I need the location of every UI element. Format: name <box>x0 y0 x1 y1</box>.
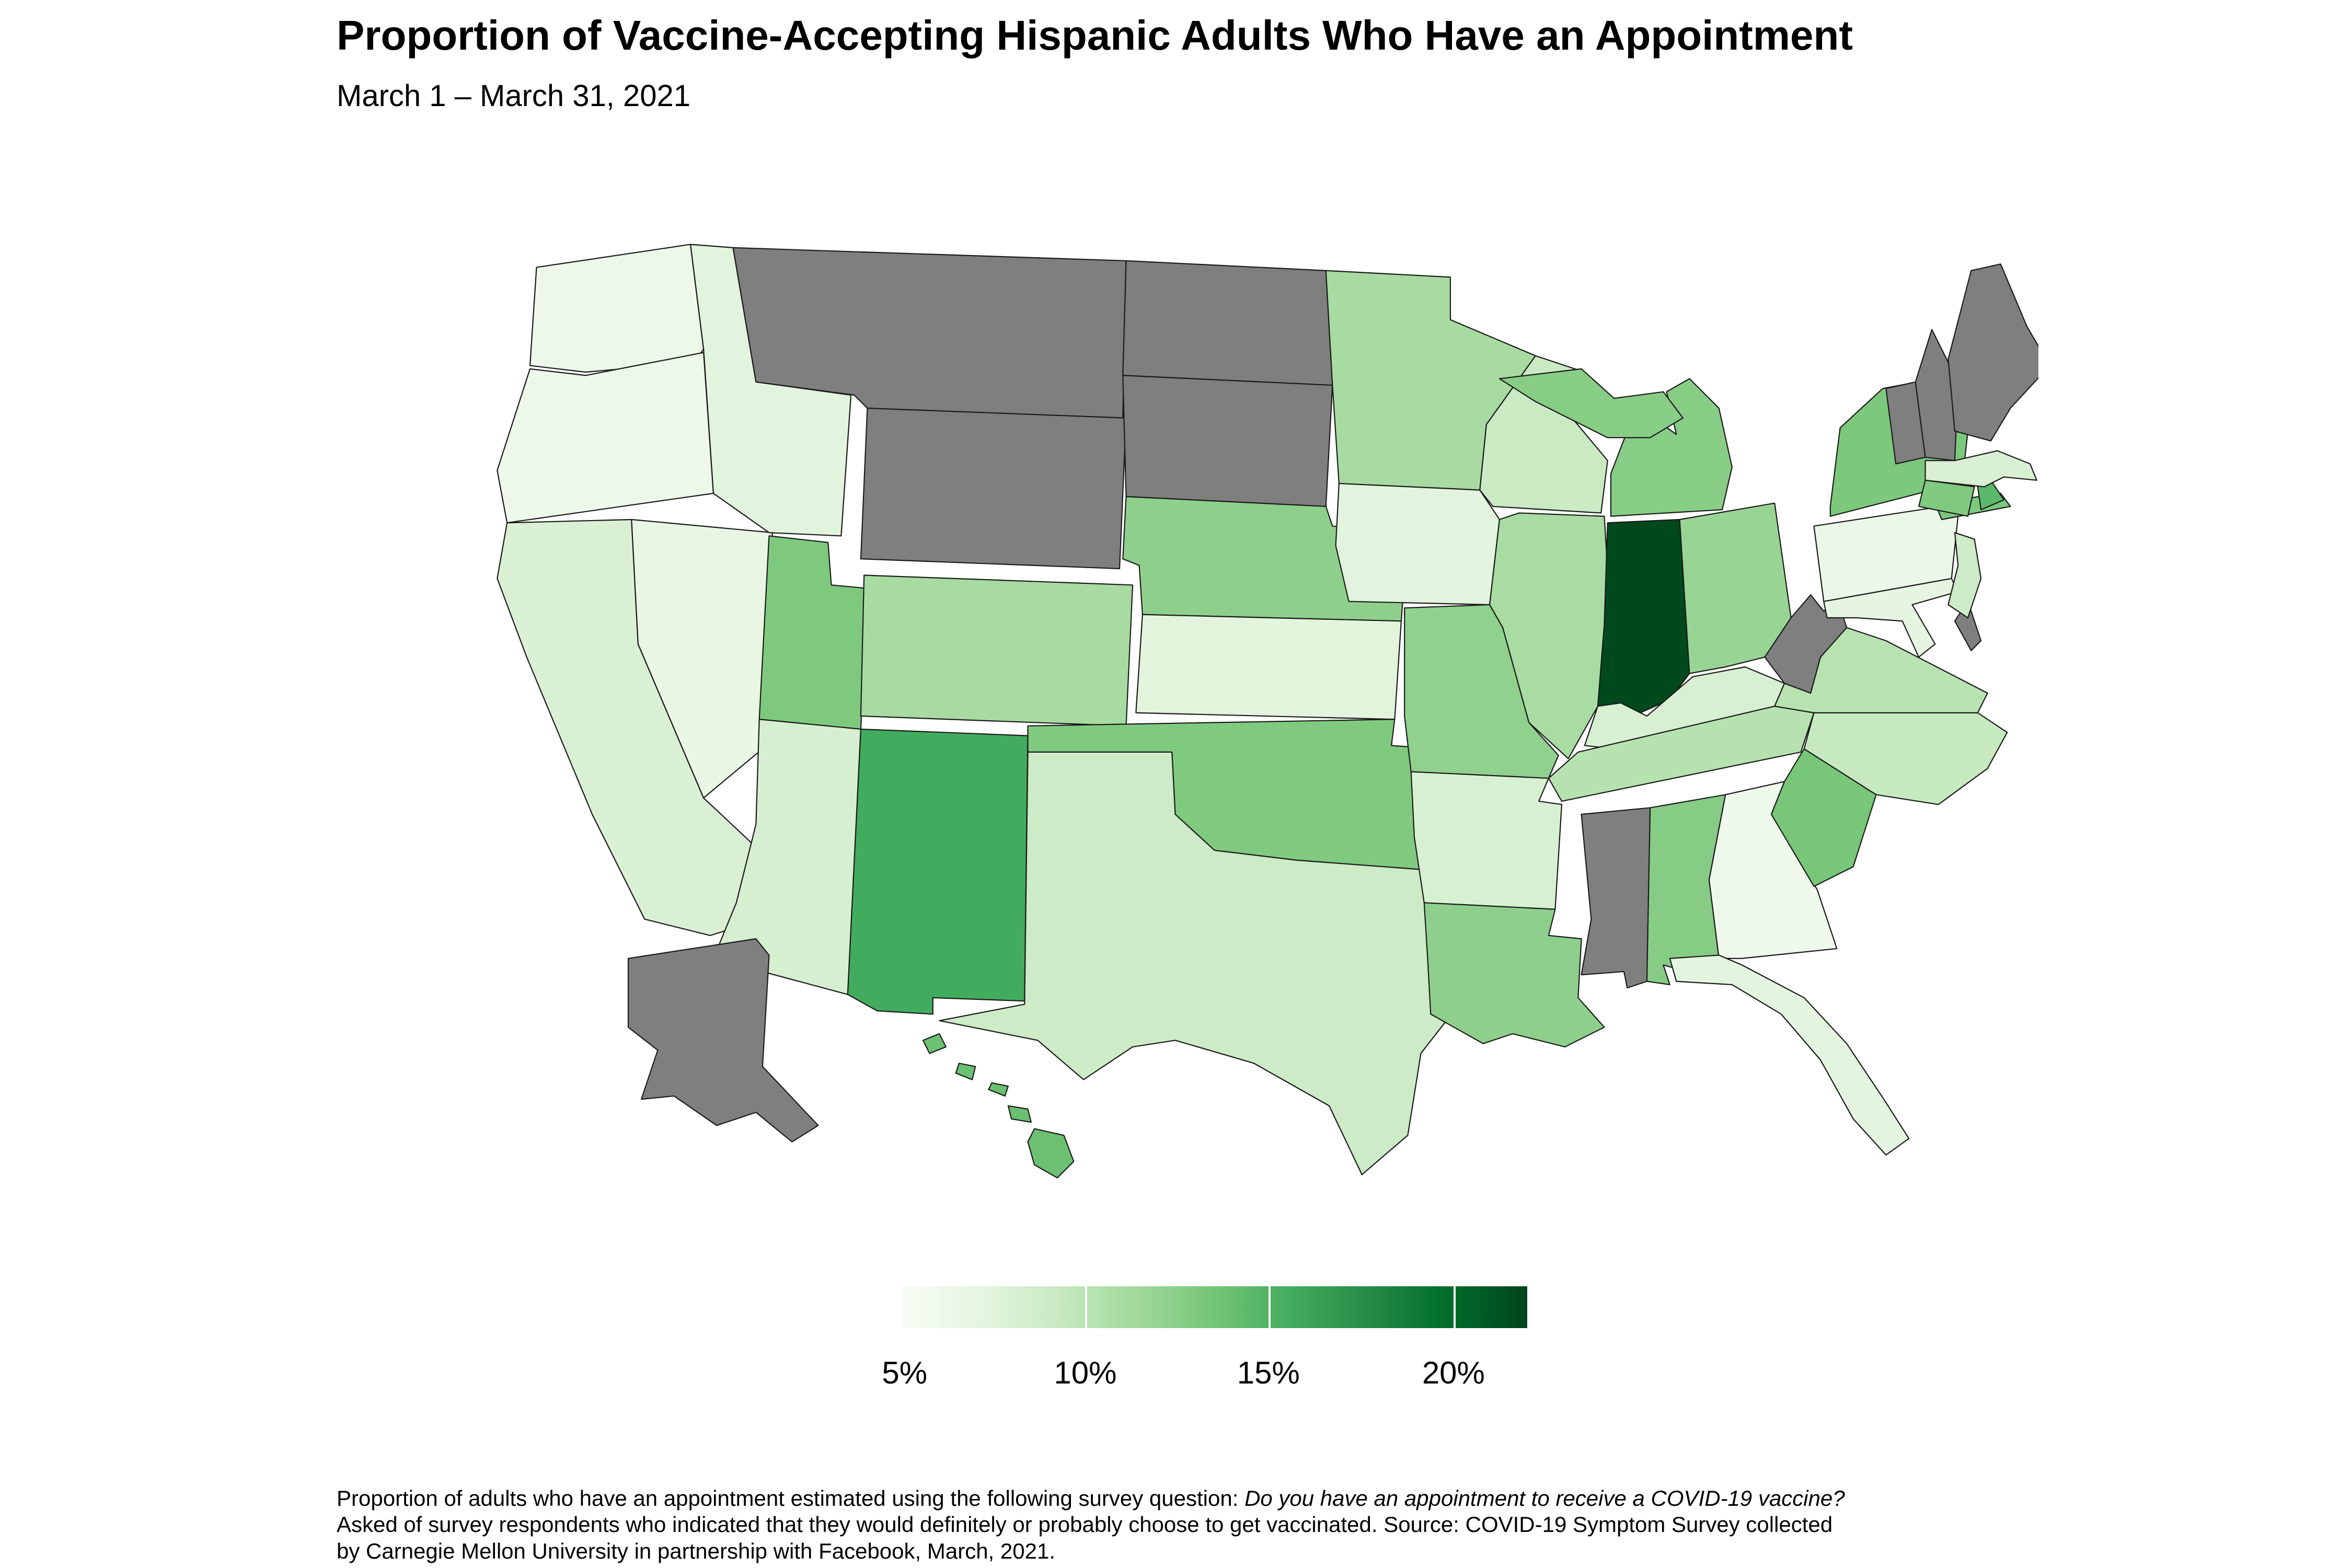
state-hi <box>988 1082 1009 1097</box>
state-or <box>497 352 714 524</box>
state-nc <box>1803 712 2008 805</box>
state-mi <box>1498 368 1684 439</box>
state-la <box>1423 902 1605 1048</box>
state-nv <box>631 518 773 799</box>
legend-label-15%: 15% <box>1237 1355 1300 1390</box>
state-fl <box>1669 954 1910 1156</box>
state-ut <box>758 535 868 730</box>
legend-gradient-bar <box>902 1286 1527 1328</box>
caption-line3: by Carnegie Mellon University in partner… <box>337 1538 1055 1563</box>
state-ia <box>1335 482 1501 606</box>
legend-tick-line-10% <box>1085 1286 1088 1328</box>
state-ar <box>1410 771 1563 910</box>
state-in <box>1597 518 1690 713</box>
caption-survey-question: Do you have an appointment to receive a … <box>1244 1486 1845 1511</box>
state-sd <box>1122 375 1333 508</box>
state-hi <box>1027 1128 1075 1179</box>
state-hi <box>1007 1105 1032 1123</box>
state-ms <box>1581 807 1651 989</box>
state-nj <box>1947 532 1982 619</box>
caption: Proportion of adults who have an appoint… <box>337 1485 2270 1564</box>
state-nm <box>847 728 1029 1015</box>
state-ma <box>1924 450 2037 488</box>
legend-label-20%: 20% <box>1422 1355 1485 1390</box>
chart-title: Proportion of Vaccine-Accepting Hispanic… <box>337 12 1853 59</box>
legend-tick-line-15% <box>1268 1286 1271 1328</box>
state-pa <box>1813 505 1959 602</box>
state-ks <box>1135 614 1402 720</box>
state-hi <box>955 1063 976 1080</box>
legend-tick-line-20% <box>1453 1286 1456 1328</box>
state-mi <box>1610 378 1733 517</box>
state-nd <box>1122 260 1333 386</box>
state-co <box>860 574 1134 727</box>
us-choropleth-map <box>497 244 2038 1179</box>
state-wy <box>860 407 1127 570</box>
legend-label-5%: 5% <box>882 1355 928 1390</box>
state-ak <box>627 938 819 1143</box>
caption-line1: Proportion of adults who have an appoint… <box>337 1486 1245 1511</box>
state-il <box>1489 512 1612 759</box>
chart-subtitle: March 1 – March 31, 2021 <box>337 79 691 113</box>
state-ct <box>1918 479 1975 517</box>
state-tx <box>939 751 1474 1175</box>
caption-line2: Asked of survey respondents who indicate… <box>337 1512 1833 1537</box>
state-wv <box>1764 594 1848 694</box>
state-wa <box>529 244 705 373</box>
state-me <box>1947 263 2038 442</box>
state-hi <box>922 1033 947 1054</box>
legend-label-10%: 10% <box>1054 1355 1117 1390</box>
